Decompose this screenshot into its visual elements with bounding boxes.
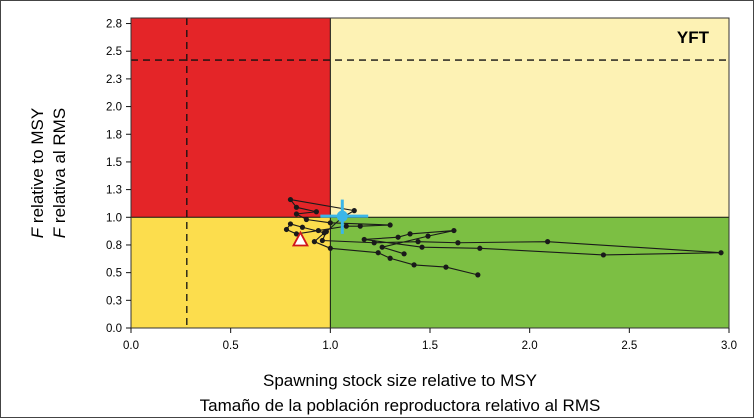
trajectory-point xyxy=(313,209,319,215)
trajectory-point xyxy=(357,223,363,229)
y-axis-title-english-symbol: F xyxy=(28,226,47,238)
trajectory-point xyxy=(387,255,393,261)
trajectory-point xyxy=(387,222,393,228)
y-axis-title-english: F relative to MSY xyxy=(28,108,47,238)
current-status-point xyxy=(336,210,348,222)
y-tick-label: 2.0 xyxy=(106,102,122,114)
trajectory-point xyxy=(327,245,333,251)
trajectory-point xyxy=(411,262,417,268)
trajectory-point xyxy=(343,223,349,229)
trajectory-point xyxy=(455,240,461,246)
y-tick-label: 0.5 xyxy=(106,268,122,280)
trajectory-point xyxy=(395,234,401,240)
y-tick-label: 2.8 xyxy=(106,19,122,31)
trajectory-point xyxy=(475,272,481,278)
x-tick-label: 0.5 xyxy=(223,340,239,352)
trajectory-point xyxy=(315,227,321,234)
trajectory-point xyxy=(401,251,407,257)
x-tick-label: 0.0 xyxy=(123,340,139,352)
trajectory-point xyxy=(419,244,425,250)
trajectory-point xyxy=(451,227,457,234)
y-tick-label: 0.0 xyxy=(106,323,122,335)
x-tick-label: 2.5 xyxy=(621,340,637,352)
trajectory-point xyxy=(443,264,449,270)
stock-label: YFT xyxy=(677,28,710,47)
y-tick-label: 0.8 xyxy=(106,240,122,252)
y-tick-label: 2.5 xyxy=(106,46,122,58)
trajectory-point xyxy=(323,229,329,235)
x-tick-label: 3.0 xyxy=(721,340,737,352)
y-tick-label: 1.5 xyxy=(106,157,122,169)
x-axis-title-spanish: Tamaño de la población reproductora rela… xyxy=(200,396,601,415)
y-tick-label: 2.3 xyxy=(106,74,122,86)
trajectory-point xyxy=(319,237,325,244)
trajectory-point xyxy=(425,233,431,239)
y-tick-label: 1.8 xyxy=(106,129,122,141)
trajectory-point xyxy=(299,224,306,230)
trajectory-point xyxy=(407,231,413,237)
trajectory-point xyxy=(293,204,300,210)
trajectory-point xyxy=(379,244,385,250)
trajectory-point xyxy=(718,250,724,256)
x-tick-label: 1.0 xyxy=(322,340,338,352)
x-tick-label: 2.0 xyxy=(522,340,538,352)
y-axis-title-spanish-symbol: F xyxy=(50,226,69,238)
y-axis-title-spanish: F relativa al RMS xyxy=(50,108,69,238)
trajectory-point xyxy=(600,252,607,258)
trajectory-point xyxy=(415,239,421,245)
y-axis-title-spanish-text: relativa al RMS xyxy=(50,108,69,228)
trajectory-point xyxy=(287,196,294,203)
x-axis-title-english: Spawning stock size relative to MSY xyxy=(263,371,537,390)
trajectory-point xyxy=(287,221,294,227)
trajectory-point xyxy=(371,240,377,246)
trajectory-point xyxy=(293,231,300,237)
trajectory-point xyxy=(545,239,551,245)
quadrant-top-left xyxy=(131,18,331,218)
quadrant-top-right xyxy=(330,18,729,218)
trajectory-point xyxy=(327,220,333,226)
start-point-triangle xyxy=(291,230,309,247)
y-tick-label: 0.3 xyxy=(106,295,122,307)
y-tick-label: 1.0 xyxy=(106,212,122,224)
trajectory-point xyxy=(303,216,310,223)
x-tick-label: 1.5 xyxy=(422,340,438,352)
trajectory-point xyxy=(311,239,317,245)
trajectory-point xyxy=(293,211,300,217)
y-axis-title-english-text: relative to MSY xyxy=(28,108,47,228)
trajectory-point xyxy=(351,208,357,214)
y-tick-label: 1.3 xyxy=(106,185,122,197)
quadrant-bottom-right xyxy=(330,217,729,328)
trajectory-point xyxy=(283,226,290,233)
trajectory-point xyxy=(477,245,483,251)
trajectory-point xyxy=(375,250,381,256)
trajectory-point xyxy=(361,236,367,243)
